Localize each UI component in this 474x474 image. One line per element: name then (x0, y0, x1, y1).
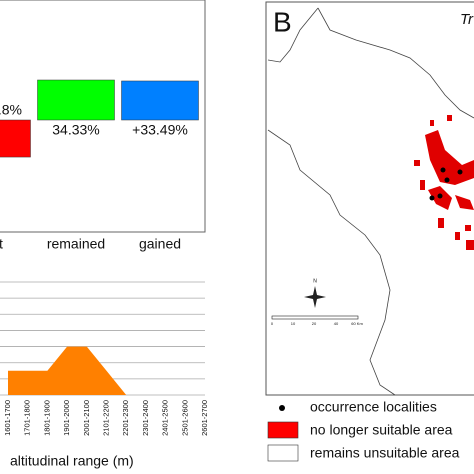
value-label: 34.33% (52, 122, 99, 138)
category-label: remained (47, 236, 105, 252)
x-tick-label: 1701-1800 (23, 400, 32, 436)
legend-label: no longer suitable area (310, 422, 453, 438)
occurrence-dots (429, 167, 463, 201)
map-title: Tr (460, 11, 474, 28)
north-arrow (304, 286, 326, 308)
north-label: N (313, 278, 317, 284)
x-tick-label: 2201-2300 (121, 400, 130, 436)
scale-label: 40 (334, 321, 339, 326)
scale-label: 20 (312, 321, 317, 326)
map-panel: N Tr B (265, 1, 474, 462)
legend-red (267, 421, 299, 439)
scale-label: 10 (291, 321, 296, 326)
legend-label: occurrence localities (310, 399, 437, 415)
bar (0, 119, 31, 158)
legend-white (267, 444, 299, 462)
category-label: lost (0, 236, 3, 252)
x-axis-label: altitudinal range (m) (10, 453, 134, 469)
bar-chart: -31.8% lost 34.33% remained +33.49% gained (0, 79, 199, 252)
panel-label: B (273, 6, 292, 37)
scale-bar (271, 315, 359, 320)
map-outline (267, 7, 474, 396)
x-tick-label: 2101-2200 (101, 400, 110, 436)
bar (121, 80, 199, 121)
x-tick-label: 2301-2400 (141, 400, 150, 436)
x-tick-label: 1601-1700 (3, 400, 12, 436)
area (8, 346, 205, 395)
area-chart: 1601-1700 1701-1800 1801-1900 1901-2000 2001… (0, 281, 209, 469)
legend-dot (279, 405, 285, 411)
x-tick-label: 2001-2100 (82, 400, 91, 436)
value-label: +33.49% (132, 122, 188, 138)
x-tick-label: 1801-1900 (42, 400, 51, 436)
bar (37, 79, 115, 121)
value-label: -31.8% (0, 102, 22, 118)
x-tick-label: 2501-2600 (180, 400, 189, 436)
scale-label: 0 (271, 321, 274, 326)
x-tick-label: 2601-2700 (200, 400, 209, 436)
scale-label: 60 Km (351, 321, 363, 326)
legend-label: remains unsuitable area (310, 445, 460, 461)
x-tick-label: 2401-2500 (161, 400, 170, 436)
bar-frame (0, 0, 206, 233)
x-tick-label: 1901-2000 (62, 400, 71, 436)
category-label: gained (139, 236, 181, 252)
